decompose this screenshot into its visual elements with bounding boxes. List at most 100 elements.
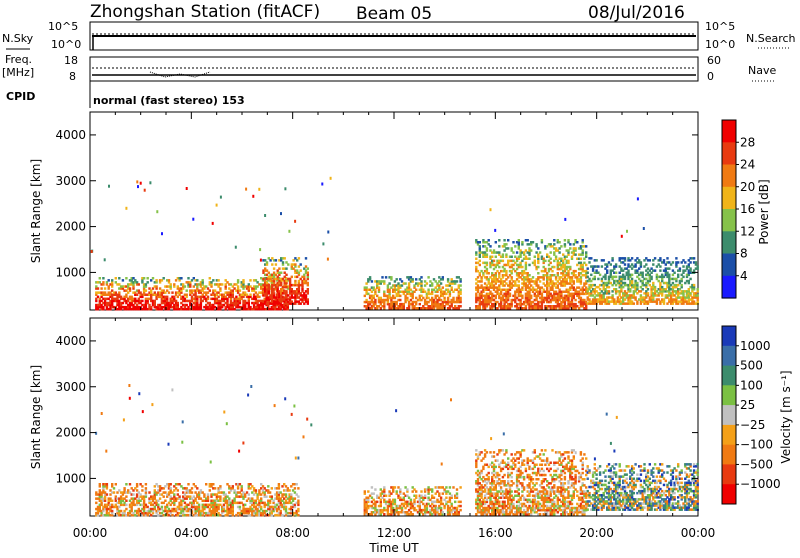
heatmap-cell — [294, 263, 296, 266]
heatmap-cell — [574, 270, 576, 273]
nsky-tick-bottom: 10^0 — [51, 38, 81, 51]
heatmap-cell — [573, 280, 575, 283]
heatmap-cell — [381, 276, 383, 279]
heatmap-cell — [642, 288, 644, 291]
heatmap-cell — [282, 261, 284, 264]
heatmap-cell — [159, 497, 161, 500]
power-heatmap — [91, 177, 699, 311]
nsky-panel: N.Sky 10^5 10^0 N.Search 10^5 10^0 — [2, 20, 796, 51]
heatmap-cell — [104, 287, 106, 290]
heatmap-cell — [606, 269, 608, 272]
heatmap-cell — [97, 287, 99, 290]
heatmap-cell — [505, 270, 507, 273]
heatmap-cell — [631, 274, 633, 277]
heatmap-cell — [269, 491, 271, 494]
heatmap-cell — [280, 282, 282, 285]
heatmap-cell — [118, 277, 120, 280]
heatmap-cell — [442, 286, 444, 289]
heatmap-cell — [558, 241, 560, 244]
heatmap-cell — [273, 292, 275, 295]
colorbar-tick-label: 8 — [740, 247, 748, 261]
heatmap-cell — [689, 261, 691, 264]
heatmap-cell — [305, 257, 307, 260]
heatmap-cell — [564, 239, 566, 242]
heatmap-cell — [376, 501, 378, 504]
heatmap-cell — [677, 274, 679, 277]
heatmap-cell — [597, 265, 599, 268]
heatmap-cell — [102, 277, 104, 280]
heatmap-cell — [608, 290, 610, 293]
heatmap-cell — [672, 261, 674, 264]
heatmap-cell — [689, 267, 691, 270]
heatmap-cell — [597, 278, 599, 281]
heatmap-cell — [232, 485, 234, 488]
heatmap-cell — [518, 284, 520, 287]
heatmap-cell — [431, 488, 433, 491]
heatmap-cell — [285, 493, 287, 496]
heatmap-cell — [558, 251, 560, 254]
heatmap-cell — [495, 256, 497, 259]
heatmap-cell — [585, 245, 587, 248]
heatmap-cell — [141, 489, 143, 492]
heatmap-cell — [452, 297, 454, 300]
heatmap-cell — [265, 495, 267, 498]
heatmap-cell — [636, 282, 638, 285]
colorbar-tick-label: 24 — [740, 158, 755, 172]
heatmap-cell — [248, 493, 250, 496]
heatmap-cell — [275, 263, 277, 266]
freq-tick-top: 18 — [64, 54, 78, 67]
y-tick-label: 2000 — [55, 220, 86, 234]
heatmap-cell — [611, 294, 613, 297]
heatmap-cell — [626, 230, 628, 233]
heatmap-cell — [507, 239, 509, 242]
heatmap-cell — [149, 181, 151, 184]
heatmap-cell — [145, 487, 147, 490]
heatmap-cell — [576, 241, 578, 244]
heatmap-cell — [239, 289, 241, 292]
heatmap-cell — [152, 277, 154, 280]
heatmap-cell — [136, 180, 138, 183]
heatmap-cell — [587, 267, 589, 270]
freq-unit: [MHz] — [2, 66, 34, 79]
heatmap-cell — [498, 266, 500, 269]
heatmap-cell — [420, 276, 422, 279]
heatmap-cell — [171, 514, 173, 517]
heatmap-cell — [420, 280, 422, 283]
heatmap-cell — [518, 280, 520, 283]
heatmap-cell — [399, 295, 401, 298]
heatmap-cell — [383, 513, 385, 516]
colorbar-tick-label: 20 — [740, 180, 755, 194]
heatmap-cell — [594, 276, 596, 279]
heatmap-cell — [449, 486, 451, 489]
freq-tick-bottom: 8 — [69, 70, 76, 83]
heatmap-cell — [106, 493, 108, 496]
heatmap-cell — [394, 499, 396, 502]
heatmap-cell — [451, 495, 453, 498]
heatmap-cell — [239, 506, 241, 509]
heatmap-cell — [528, 274, 530, 277]
heatmap-cell — [475, 266, 477, 269]
heatmap-cell — [170, 483, 172, 486]
heatmap-cell — [220, 196, 222, 199]
heatmap-cell — [486, 247, 488, 250]
y-tick-label: 3000 — [55, 174, 86, 188]
heatmap-cell — [168, 291, 170, 294]
heatmap-cell — [451, 503, 453, 506]
heatmap-cell — [374, 299, 376, 302]
heatmap-cell — [367, 490, 369, 493]
heatmap-cell — [157, 504, 159, 507]
heatmap-cell — [654, 286, 656, 289]
heatmap-cell — [242, 279, 244, 282]
heatmap-cell — [209, 277, 211, 280]
heatmap-cell — [327, 258, 329, 261]
heatmap-cell — [454, 501, 456, 504]
y-tick-label: 4000 — [55, 128, 86, 142]
heatmap-cell — [140, 182, 142, 185]
heatmap-cell — [296, 483, 298, 486]
heatmap-cell — [445, 497, 447, 500]
heatmap-cell — [488, 272, 490, 275]
heatmap-cell — [267, 485, 269, 488]
heatmap-cell — [512, 241, 514, 244]
heatmap-cell — [297, 508, 299, 511]
heatmap-cell — [144, 189, 146, 192]
